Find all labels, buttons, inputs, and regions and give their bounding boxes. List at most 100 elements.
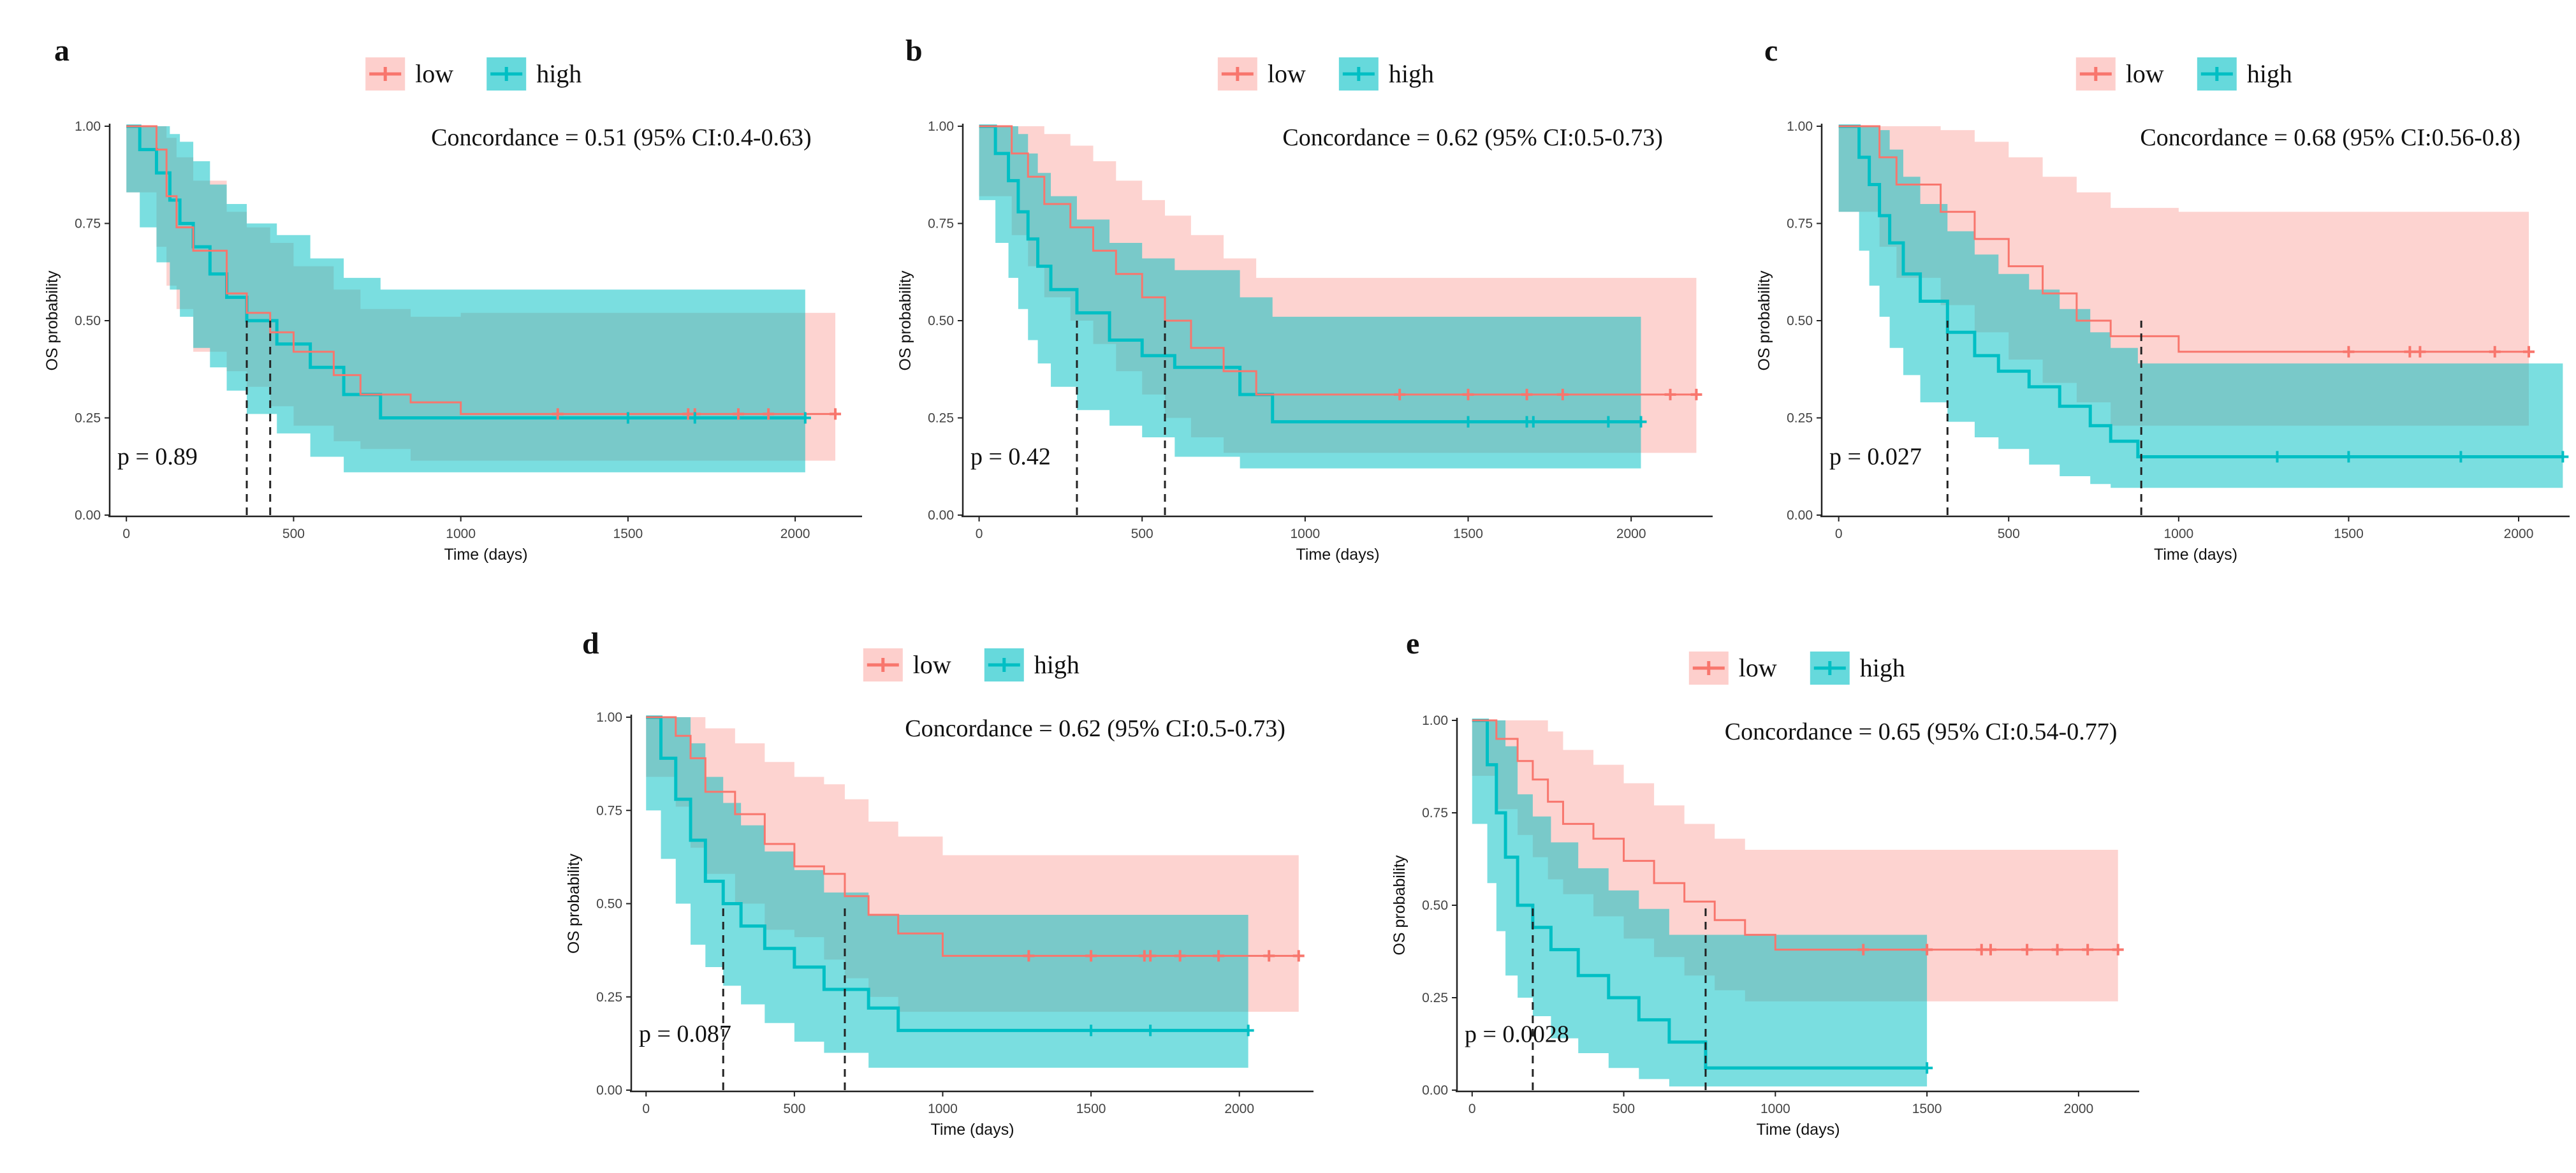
censor-mark-low (2523, 346, 2535, 358)
survival-line-high (646, 715, 1248, 1032)
x-tick-label: 0 (122, 527, 130, 541)
ci-band-high (1472, 720, 1928, 1087)
censor-mark-low (1023, 950, 1035, 962)
legend-label-low: low (2126, 59, 2164, 88)
x-tick-label: 1000 (2163, 527, 2193, 541)
legend-line-low (369, 67, 402, 81)
censor-mark-high (1635, 416, 1647, 428)
x-tick-label: 2000 (1616, 527, 1646, 541)
censor-mark-low (1556, 388, 1569, 400)
survival-line-low (1472, 719, 2118, 951)
legend-line-high (1342, 67, 1375, 81)
y-tick-label: 1.00 (1787, 119, 1813, 134)
y-axis-title: OS probability (1755, 270, 1773, 371)
y-tick-label: 0.75 (75, 217, 101, 231)
y-tick-label: 0.25 (596, 990, 622, 1005)
survival-line-low (1838, 125, 2529, 353)
y-tick-label: 0.75 (928, 217, 954, 231)
x-tick-label: 0 (642, 1102, 650, 1116)
x-tick-label: 1500 (1453, 527, 1483, 541)
y-tick-label: 0.25 (1787, 411, 1813, 426)
censor-mark-high (2455, 451, 2467, 463)
x-axis-title: Time (days) (2154, 546, 2237, 564)
km-panel-c: 0.00 0.25 0.50 0.75 1.00 0 500 1000 1500 2000 Time… (1755, 34, 2570, 564)
panel-label: a (54, 34, 70, 68)
legend-line-low (1221, 67, 1254, 81)
censor-mark-low (2051, 943, 2063, 956)
concordance-text: Concordance = 0.65 (95% CI:0.54-0.77) (1725, 718, 2118, 745)
x-tick-label: 500 (1131, 527, 1153, 541)
censor-mark-high (1462, 416, 1474, 428)
y-tick-label: 0.50 (928, 314, 954, 328)
censor-mark-low (1085, 950, 1097, 962)
survival-line-high (979, 124, 1641, 424)
y-tick-label: 1.00 (1422, 713, 1448, 728)
legend-label-high: high (2247, 59, 2292, 88)
censor-mark-low (1921, 943, 1933, 956)
censor-mark-low (1174, 950, 1186, 962)
x-tick-label: 1500 (1912, 1102, 1942, 1116)
y-tick-label: 1.00 (928, 119, 954, 134)
y-tick-label: 0.25 (75, 411, 101, 426)
legend-label-high: high (536, 59, 582, 88)
y-tick-label: 0.00 (1787, 508, 1813, 523)
survival-line-high (1838, 124, 2563, 458)
p-value-text: p = 0.0028 (1465, 1021, 1569, 1048)
panel-label: d (582, 627, 599, 660)
p-value-text: p = 0.42 (970, 444, 1051, 470)
concordance-text: Concordance = 0.62 (95% CI:0.5-0.73) (1282, 124, 1663, 151)
censor-mark-low (2082, 943, 2094, 956)
y-tick-label: 0.75 (1422, 806, 1448, 820)
legend-line-low (867, 658, 899, 672)
censor-mark-high (1602, 416, 1614, 428)
censor-mark-low (1664, 388, 1676, 400)
legend-label-low: low (913, 650, 951, 679)
survival-line-low (126, 125, 836, 415)
censor-mark-low (552, 408, 564, 420)
concordance-text: Concordance = 0.51 (95% CI:0.4-0.63) (431, 124, 812, 151)
x-tick-label: 500 (1613, 1102, 1635, 1116)
x-tick-label: 1500 (1076, 1102, 1106, 1116)
km-panel-b: 0.00 0.25 0.50 0.75 1.00 0 500 1000 1500 2000 Time… (896, 34, 1713, 564)
censor-mark-low (2414, 346, 2426, 358)
censor-mark-high (2343, 451, 2355, 463)
ci-band-high (1838, 126, 2563, 488)
censor-mark-low (1521, 388, 1533, 400)
censor-mark-high (1085, 1024, 1097, 1037)
legend-label-low: low (415, 59, 453, 88)
km-panel-d: 0.00 0.25 0.50 0.75 1.00 0 500 1000 1500 2000 Time… (565, 627, 1314, 1139)
y-tick-label: 0.75 (1787, 217, 1813, 231)
y-tick-label: 0.00 (75, 508, 101, 523)
censor-mark-high (1527, 416, 1539, 428)
censor-mark-high (2557, 451, 2569, 463)
survival-line-low (646, 716, 1299, 957)
censor-mark-low (2112, 943, 2124, 956)
x-tick-label: 0 (1468, 1102, 1476, 1116)
x-tick-label: 2000 (780, 527, 810, 541)
survival-line-high (126, 124, 805, 419)
x-tick-label: 2000 (1224, 1102, 1254, 1116)
censor-mark-high (799, 412, 811, 424)
panel-label: c (1764, 34, 1778, 68)
legend-line-high (2200, 67, 2233, 81)
y-tick-label: 0.50 (596, 897, 622, 912)
x-tick-label: 1500 (2334, 527, 2364, 541)
x-tick-label: 500 (783, 1102, 805, 1116)
censor-mark-low (2343, 346, 2355, 358)
y-tick-label: 0.00 (1422, 1083, 1448, 1098)
panel-label: e (1406, 627, 1419, 660)
censor-mark-high (1242, 1024, 1254, 1037)
censor-mark-low (1213, 950, 1225, 962)
x-tick-label: 500 (1998, 527, 2020, 541)
y-tick-label: 1.00 (75, 119, 101, 134)
y-tick-label: 0.00 (596, 1083, 622, 1098)
censor-mark-high (1921, 1062, 1933, 1074)
censor-mark-low (1292, 950, 1305, 962)
concordance-text: Concordance = 0.68 (95% CI:0.56-0.8) (2140, 124, 2521, 151)
legend-line-high (1813, 661, 1846, 675)
censor-mark-low (1145, 950, 1157, 962)
legend-label-low: low (1739, 653, 1777, 682)
censor-mark-low (2021, 943, 2033, 956)
survival-line-low (979, 125, 1697, 396)
